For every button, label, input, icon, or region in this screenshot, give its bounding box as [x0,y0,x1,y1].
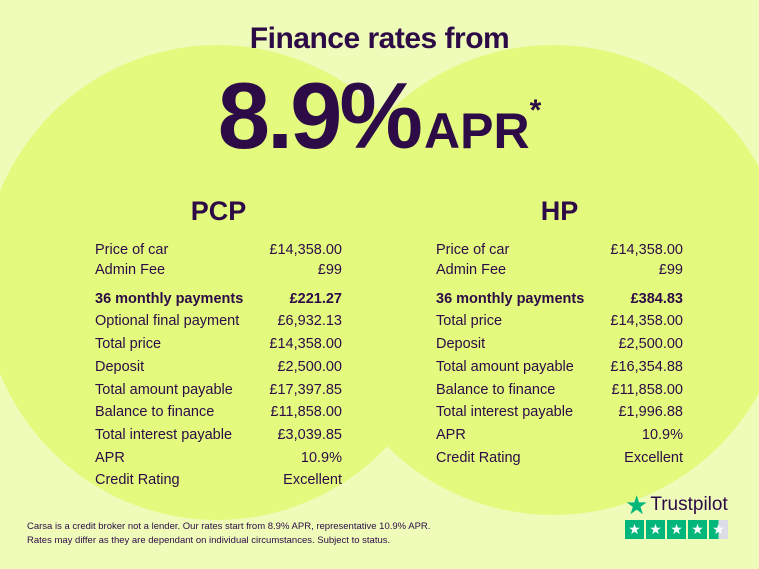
table-row: Price of car £14,358.00 [436,241,683,259]
trustpilot-rating: ★ ★ ★ ★ ★ [625,520,728,539]
rate-asterisk: * [529,94,542,127]
row-label: Admin Fee [436,262,507,278]
row-label: 36 monthly payments [95,290,244,307]
row-value: £3,039.85 [277,426,342,443]
row-value: £384.83 [630,290,683,307]
table-row: Deposit £2,500.00 [436,333,683,356]
row-label: Price of car [95,242,169,258]
table-row: Total amount payable £17,397.85 [95,379,342,402]
row-value: Excellent [283,472,342,489]
table-row: Total price £14,358.00 [436,310,683,333]
trustpilot-name: Trustpilot [650,494,728,515]
row-label: Balance to finance [436,381,556,398]
table-row: Balance to finance £11,858.00 [436,379,683,402]
rating-star-icon: ★ [688,520,707,539]
table-row: Total amount payable £16,354.88 [436,356,683,379]
headline: Finance rates from [249,22,510,55]
row-label: APR [436,426,466,443]
row-value: £14,358.00 [610,313,683,330]
table-row: Deposit £2,500.00 [95,356,342,379]
table-row: APR 10.9% [436,424,683,447]
row-value: £14,358.00 [269,336,342,353]
table-row: Admin Fee £99 [95,259,342,282]
row-label: Optional final payment [95,313,240,330]
table-row: APR 10.9% [95,447,342,470]
row-label: Deposit [436,336,486,353]
row-label: Admin Fee [95,262,166,278]
row-value: £99 [317,262,342,278]
row-value: £14,358.00 [269,242,342,258]
trustpilot-badge[interactable]: ★ Trustpilot ★ ★ ★ ★ ★ [625,490,728,539]
row-value: £17,397.85 [269,381,342,398]
row-label: APR [95,449,125,466]
table-row: Credit Rating Excellent [436,447,683,470]
row-label: Total amount payable [436,358,574,375]
table-row: 36 monthly payments £221.27 [95,288,342,311]
row-value: Excellent [624,449,683,466]
table-row: Balance to finance £11,858.00 [95,401,342,424]
background-circle-right [318,45,759,515]
row-value: £11,858.00 [611,381,684,398]
rating-star-icon: ★ [709,520,728,539]
rate-unit: APR [424,103,530,159]
pcp-table: PCP Price of car £14,358.00 Admin Fee £99 36… [95,196,342,492]
row-label: Total price [95,336,162,353]
disclaimer: Carsa is a credit broker not a lender. O… [27,520,430,548]
row-value: £99 [658,262,683,278]
row-label: Balance to finance [95,404,215,421]
row-value: £2,500.00 [277,358,342,375]
hp-table: HP Price of car £14,358.00 Admin Fee £99 36 … [436,196,683,469]
row-label: Total interest payable [95,426,233,443]
row-value: £11,858.00 [270,404,343,421]
rating-star-icon: ★ [646,520,665,539]
table-row: Credit Rating Excellent [95,469,342,492]
row-value: £6,932.13 [277,313,342,330]
row-label: Deposit [95,358,145,375]
row-value: £221.27 [289,290,342,307]
row-value: 10.9% [641,426,683,443]
rate-value: 8.9% [217,63,423,168]
trustpilot-star-icon: ★ [625,490,649,520]
row-value: £1,996.88 [618,404,683,421]
table-row: Total interest payable £1,996.88 [436,401,683,424]
disclaimer-line: Carsa is a credit broker not a lender. O… [27,521,431,532]
row-value: £14,358.00 [610,242,683,258]
row-label: 36 monthly payments [436,290,585,307]
pcp-title: PCP [190,196,247,226]
row-label: Credit Rating [95,472,180,489]
rating-star-icon: ★ [667,520,686,539]
table-row: Optional final payment £6,932.13 [95,310,342,333]
table-row: Price of car £14,358.00 [95,241,342,259]
disclaimer-line: Rates may differ as they are dependant o… [27,535,391,546]
table-row: Total price £14,358.00 [95,333,342,356]
table-row: Total interest payable £3,039.85 [95,424,342,447]
table-row: 36 monthly payments £384.83 [436,288,683,311]
row-value: 10.9% [300,449,342,466]
row-label: Total interest payable [436,404,574,421]
row-label: Price of car [436,242,510,258]
row-label: Credit Rating [436,449,521,466]
headline-rate: 8.9%APR* [0,62,759,170]
rating-star-icon: ★ [625,520,644,539]
row-value: £16,354.88 [610,358,683,375]
row-label: Total amount payable [95,381,233,398]
table-row: Admin Fee £99 [436,259,683,282]
row-label: Total price [436,313,503,330]
row-value: £2,500.00 [618,336,683,353]
hp-title: HP [540,196,579,226]
